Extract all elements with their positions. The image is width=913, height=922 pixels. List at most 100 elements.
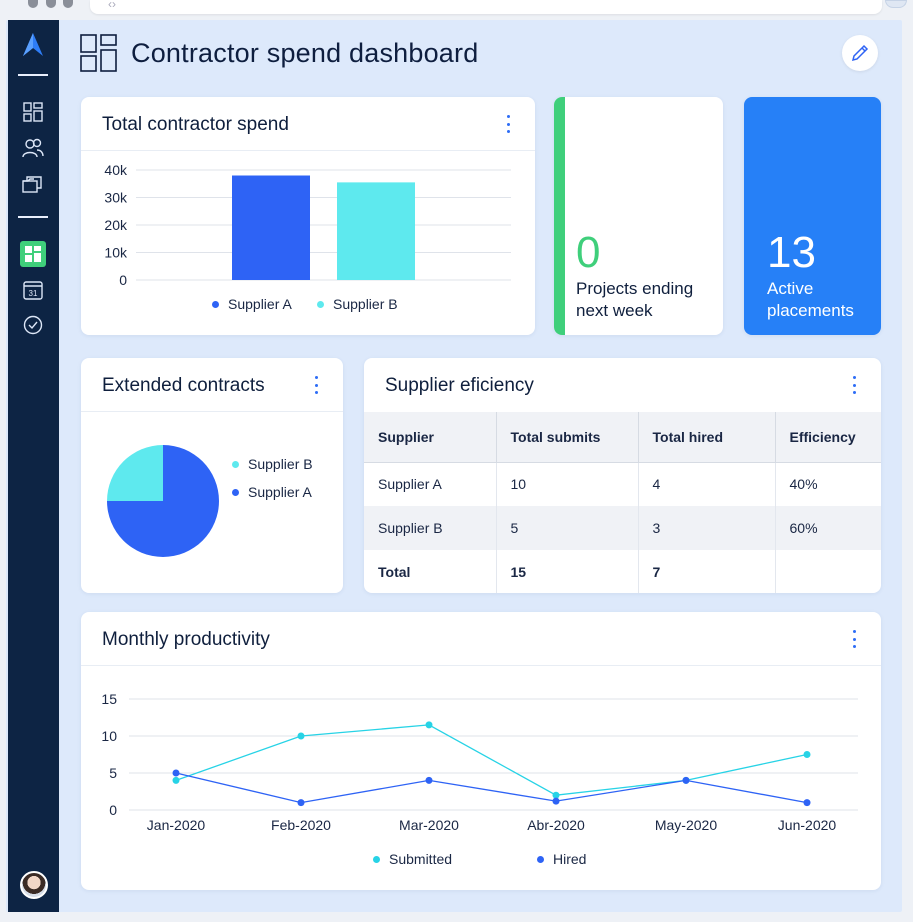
bar bbox=[337, 182, 415, 280]
y-tick-label: 30k bbox=[104, 190, 128, 206]
browser-button[interactable] bbox=[885, 0, 907, 8]
column-header[interactable]: Efficiency bbox=[775, 412, 881, 463]
table-cell: 40% bbox=[789, 476, 818, 493]
data-point bbox=[425, 721, 433, 729]
table-row[interactable]: Supplier B 5 3 60% bbox=[364, 506, 881, 550]
calendar-day: 31 bbox=[29, 289, 38, 298]
legend-label: Hired bbox=[553, 851, 587, 867]
table-row[interactable]: Supplier A 10 4 40% bbox=[364, 462, 881, 506]
layout-icon bbox=[80, 34, 118, 72]
table-total-row: Total 15 7 bbox=[364, 550, 881, 593]
window-dot[interactable] bbox=[63, 0, 73, 8]
browser-top-bar: ‹› bbox=[0, 0, 913, 20]
more-icon[interactable] bbox=[500, 112, 516, 136]
legend-hired: Hired bbox=[537, 851, 586, 867]
legend-supplier-a: Supplier A bbox=[232, 484, 312, 500]
card-divider bbox=[81, 411, 343, 412]
active-placements-card[interactable]: 13 Active placements bbox=[744, 97, 881, 335]
legend-supplier-b: Supplier B bbox=[232, 456, 313, 472]
sidebar-divider bbox=[18, 74, 48, 76]
card-divider bbox=[81, 665, 881, 666]
grid-icon[interactable] bbox=[21, 100, 45, 124]
edit-button[interactable] bbox=[842, 35, 878, 71]
series-line bbox=[175, 724, 808, 796]
line-chart: 0 5 10 15 Jan-2020 Feb-2020 Mar-2020 Abr-2020 Ma… bbox=[101, 691, 858, 833]
legend-label: Submitted bbox=[389, 851, 453, 867]
table-cell: 3 bbox=[638, 506, 776, 550]
monthly-productivity-card: Monthly productivity 0 5 10 15 Jan-2020 Feb-2… bbox=[81, 612, 881, 890]
projects-ending-value: 0 bbox=[576, 228, 601, 277]
table-cell: Total bbox=[364, 550, 497, 593]
y-tick-label: 10 bbox=[101, 728, 117, 744]
legend-submitted: Submitted bbox=[373, 851, 452, 867]
more-icon[interactable] bbox=[846, 373, 862, 397]
x-tick-label: Jan-2020 bbox=[147, 817, 206, 833]
users-icon[interactable] bbox=[21, 136, 45, 160]
table-cell: 60% bbox=[775, 506, 881, 550]
check-circle-icon[interactable] bbox=[21, 313, 45, 337]
card-divider bbox=[81, 150, 535, 151]
dashboard-icon[interactable] bbox=[20, 241, 46, 267]
bar bbox=[232, 175, 310, 280]
calendar-icon[interactable]: 31 bbox=[21, 278, 45, 302]
data-point bbox=[803, 799, 811, 807]
y-tick-label: 0 bbox=[109, 802, 117, 818]
column-header[interactable]: Total submits bbox=[496, 412, 639, 463]
data-point bbox=[425, 776, 433, 784]
spend-card: Total contractor spend 0 10k 20k 30k 40k Sup… bbox=[81, 97, 535, 335]
pencil-icon bbox=[851, 44, 869, 62]
y-tick-label: 10k bbox=[104, 245, 128, 261]
bar-chart: 0 10k 20k 30k 40k bbox=[104, 162, 511, 288]
active-placements-value: 13 bbox=[767, 228, 816, 277]
pie-slice bbox=[107, 445, 163, 501]
table-cell: 10 bbox=[496, 462, 639, 506]
logo-icon[interactable] bbox=[22, 32, 44, 58]
x-tick-label: Mar-2020 bbox=[399, 817, 459, 833]
sidebar-divider bbox=[18, 216, 48, 218]
active-placements-label-1: Active bbox=[767, 279, 814, 298]
accent-bar bbox=[554, 97, 565, 335]
table-cell: Supplier B bbox=[364, 506, 497, 550]
y-tick-label: 40k bbox=[104, 162, 128, 178]
avatar[interactable] bbox=[20, 871, 48, 899]
card-title: Monthly productivity bbox=[102, 629, 270, 650]
projects-ending-label-1: Projects ending bbox=[576, 279, 694, 298]
address-bar[interactable]: ‹› bbox=[90, 0, 882, 14]
legend-supplier-b: Supplier B bbox=[317, 296, 398, 312]
extended-contracts-card: Extended contracts Supplier B Supplier A bbox=[81, 358, 343, 593]
more-icon[interactable] bbox=[308, 373, 324, 397]
table-cell bbox=[775, 550, 881, 593]
legend-label: Supplier A bbox=[228, 296, 292, 312]
more-icon[interactable] bbox=[846, 627, 862, 651]
series-line bbox=[175, 772, 808, 804]
projects-ending-card[interactable]: 0 Projects ending next week bbox=[554, 97, 723, 335]
x-tick-label: Jun-2020 bbox=[778, 817, 837, 833]
folders-icon[interactable] bbox=[21, 172, 45, 196]
table-cell: Supplier A bbox=[364, 462, 497, 506]
data-point bbox=[172, 776, 180, 784]
page-title: Contractor spend dashboard bbox=[131, 38, 479, 68]
card-title: Supplier eficiency bbox=[385, 375, 534, 396]
table-cell: 5 bbox=[496, 506, 639, 550]
x-tick-label: Abr-2020 bbox=[527, 817, 585, 833]
window-dot[interactable] bbox=[46, 0, 56, 8]
data-point bbox=[297, 799, 305, 807]
sidebar: 31 bbox=[8, 20, 59, 912]
column-header[interactable]: Total hired bbox=[638, 412, 776, 463]
window-dot[interactable] bbox=[28, 0, 38, 8]
data-point bbox=[297, 732, 305, 740]
table-cell: 7 bbox=[638, 550, 776, 593]
table-cell: 4 bbox=[638, 462, 776, 506]
x-tick-label: May-2020 bbox=[655, 817, 717, 833]
legend-label: Supplier B bbox=[333, 296, 398, 312]
active-placements-label-2: placements bbox=[767, 301, 854, 320]
card-title: Total contractor spend bbox=[102, 114, 289, 135]
y-tick-label: 0 bbox=[119, 272, 127, 288]
column-header[interactable]: Supplier bbox=[364, 412, 497, 463]
data-point bbox=[172, 769, 180, 777]
y-tick-label: 5 bbox=[109, 765, 117, 781]
data-point bbox=[682, 776, 690, 784]
data-point bbox=[552, 791, 560, 799]
card-title: Extended contracts bbox=[102, 375, 265, 396]
pie-slice bbox=[107, 445, 219, 557]
